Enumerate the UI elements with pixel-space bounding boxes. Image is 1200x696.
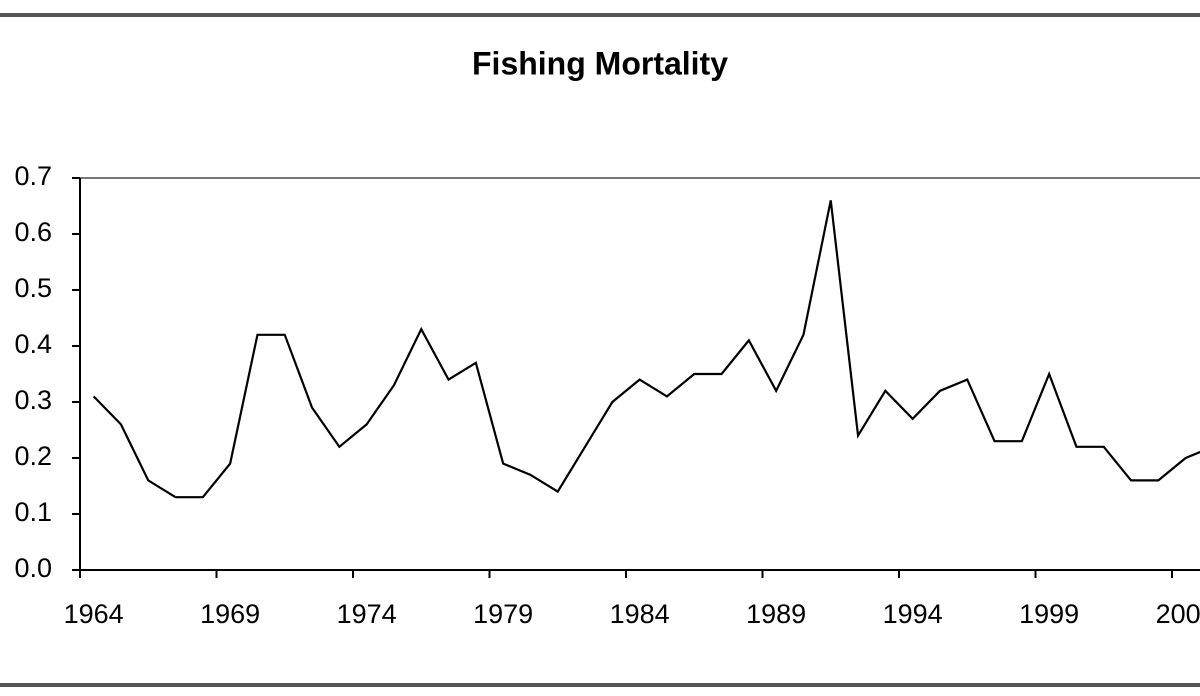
y-tick-label: 0.0 [14,553,52,583]
y-tick-label: 0.4 [14,329,52,359]
y-tick-label: 0.3 [14,385,52,415]
y-tick-label: 0.5 [14,273,52,303]
y-tick-label: 0.7 [14,161,52,191]
x-tick-label: 1989 [746,599,806,629]
chart-title: Fishing Mortality [472,45,728,81]
y-tick-label: 0.6 [14,217,52,247]
y-tick-label: 0.2 [14,441,52,471]
x-tick-label: 1974 [337,599,397,629]
x-tick-label: 1979 [473,599,533,629]
series-line [92,200,1200,499]
x-tick-label: 1964 [64,599,124,629]
x-tick-label: 1999 [1019,599,1079,629]
x-tick-label: 1994 [883,599,943,629]
x-tick-label: 2004 [1156,599,1200,629]
y-tick-label: 0.1 [14,497,52,527]
x-tick-label: 1984 [610,599,670,629]
x-tick-label: 1969 [200,599,260,629]
